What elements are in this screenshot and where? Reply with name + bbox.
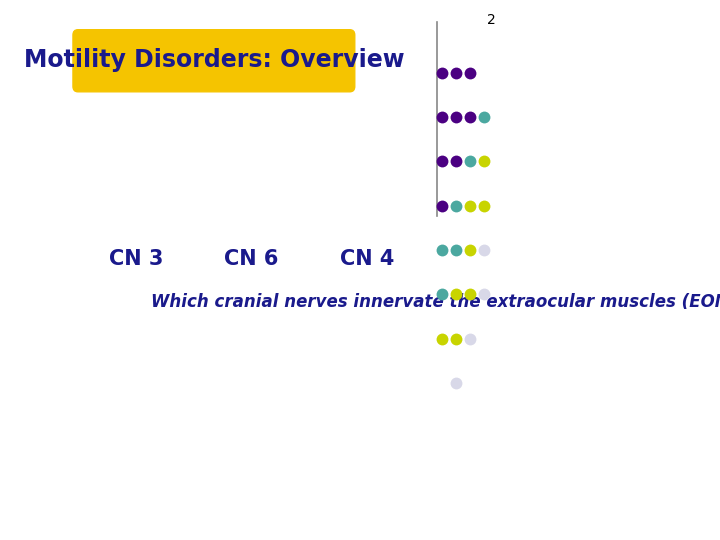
Text: CN 3: CN 3 bbox=[109, 249, 163, 269]
Text: Which cranial nerves innervate the extraocular muscles (EOMs)?: Which cranial nerves innervate the extra… bbox=[151, 293, 720, 312]
Text: Motility Disorders: Overview: Motility Disorders: Overview bbox=[24, 49, 404, 72]
Text: 2: 2 bbox=[487, 14, 495, 28]
Text: CN 6: CN 6 bbox=[225, 249, 279, 269]
Text: CN 4: CN 4 bbox=[340, 249, 395, 269]
FancyBboxPatch shape bbox=[73, 30, 355, 92]
